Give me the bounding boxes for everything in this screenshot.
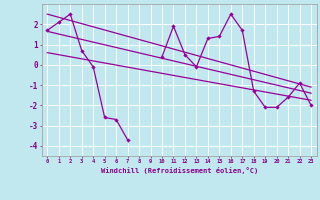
X-axis label: Windchill (Refroidissement éolien,°C): Windchill (Refroidissement éolien,°C): [100, 167, 258, 174]
